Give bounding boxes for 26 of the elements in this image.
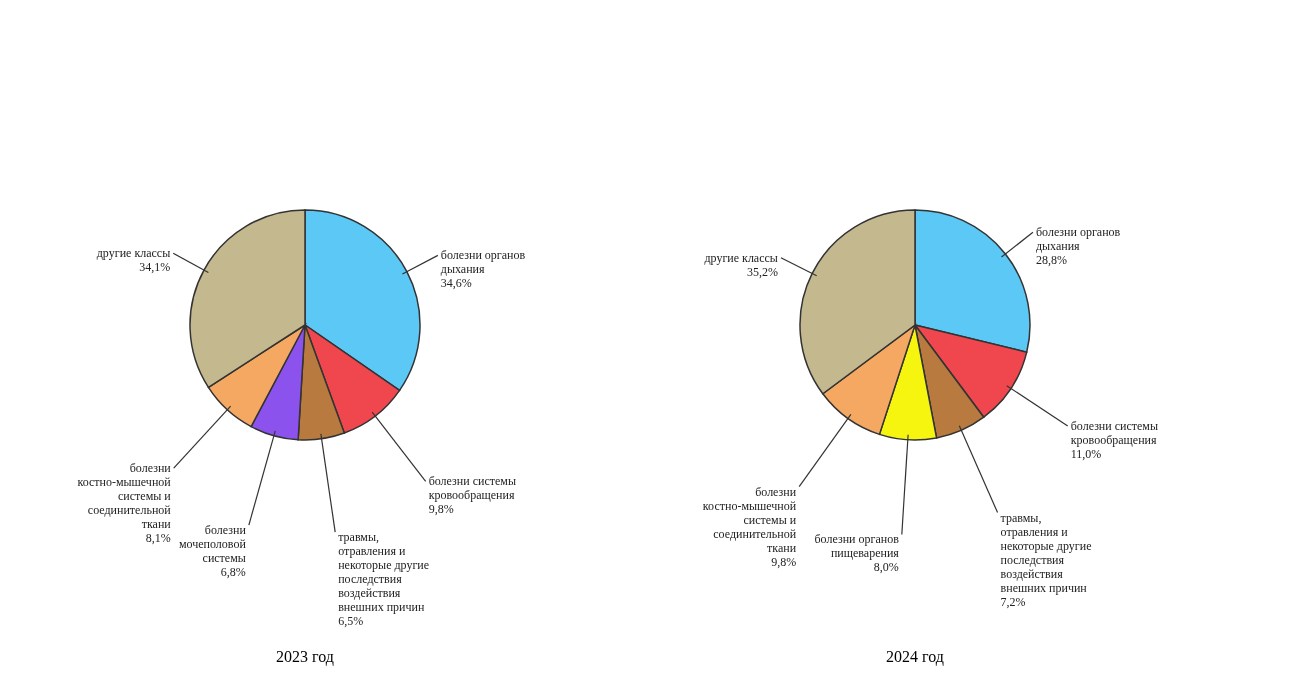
- slice-label: травмы, отравления и некоторые другие последствия воздействия внешних причин: [1000, 510, 1092, 595]
- slice-label: болезни органов дыхания: [440, 248, 526, 277]
- slice-label: болезни системы кровообращения: [1070, 419, 1159, 448]
- data-label: 34,6%: [440, 276, 472, 291]
- data-label: 8,1%: [145, 531, 171, 546]
- slice-label: другие классы: [704, 250, 778, 265]
- data-label: 7,2%: [1000, 594, 1026, 609]
- slice-label: травмы, отравления и некоторые другие последствия воздействия внешних причин: [338, 530, 430, 615]
- data-label: 9,8%: [428, 502, 454, 517]
- data-label: 28,8%: [1035, 253, 1067, 268]
- slice-label: болезни органов дыхания: [1035, 225, 1121, 254]
- data-label: 11,0%: [1070, 447, 1102, 462]
- data-label: 6,5%: [338, 614, 364, 629]
- slice-label: болезни костно-мышечной системы и соединительной ткани: [77, 461, 172, 532]
- slice-label: болезни костно-мышечной системы и соединительной ткани: [702, 484, 797, 555]
- slice-label: другие классы: [96, 246, 171, 261]
- data-label: 34,1%: [139, 260, 171, 275]
- data-label: 35,2%: [746, 264, 778, 279]
- slice-label: болезни системы кровообращения: [428, 474, 516, 503]
- data-label: 8,0%: [873, 560, 899, 575]
- slice-label: болезни мочеполовой системы: [178, 523, 247, 566]
- slice-label: болезни органов пищеварения: [814, 532, 900, 561]
- data-label: 6,8%: [220, 565, 246, 580]
- data-label: 9,8%: [771, 554, 797, 569]
- text: 2024 год: [886, 648, 944, 666]
- text: 2023 год: [276, 648, 334, 666]
